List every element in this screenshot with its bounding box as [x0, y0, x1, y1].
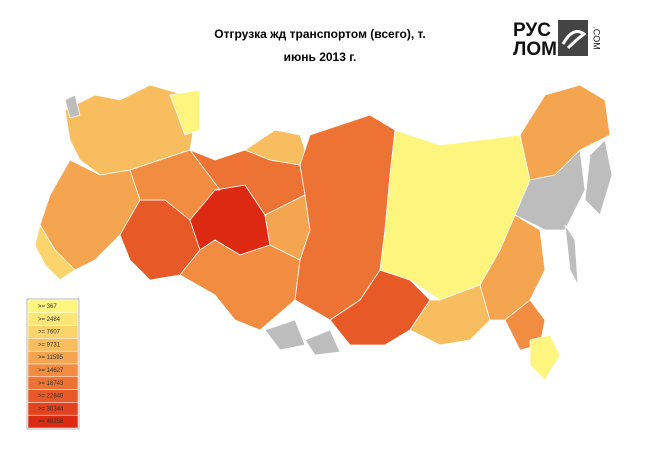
logo-mark — [558, 20, 588, 56]
legend-label: >= 2484 — [38, 317, 61, 323]
legend-label: >= 14627 — [38, 368, 64, 374]
region — [39, 159, 141, 271]
legend-label: >= 48258 — [38, 419, 64, 425]
region — [64, 94, 81, 119]
legend-label: >= 7607 — [38, 330, 61, 336]
regions — [34, 84, 613, 381]
region — [504, 299, 546, 351]
region — [514, 149, 586, 231]
logo-line1: РУС — [513, 20, 551, 41]
legend-label: >= 367 — [38, 304, 57, 310]
legend-swatch — [27, 414, 79, 429]
region — [34, 224, 76, 281]
region — [564, 224, 579, 286]
region — [264, 319, 306, 351]
logo-swoosh — [561, 30, 587, 50]
region — [529, 334, 561, 381]
region — [169, 89, 201, 136]
title: Отгрузка жд транспортом (всего), т. — [214, 27, 425, 41]
legend-frame — [26, 298, 80, 430]
legend-label: >= 11595 — [38, 355, 64, 361]
legend-label: >= 30344 — [38, 406, 64, 412]
region — [584, 139, 613, 216]
logo-line2: ЛОМ — [513, 39, 557, 60]
legend-label: >= 9731 — [38, 342, 61, 348]
subtitle: июнь 2013 г. — [284, 50, 357, 64]
region — [479, 214, 546, 321]
legend-label: >= 22849 — [38, 394, 64, 400]
region — [304, 329, 341, 356]
logo-domain: .COM — [592, 26, 602, 50]
legend: >= 367 >= 2484 >= 7607 >= 9731 >= 11595 >= 14… — [26, 298, 80, 430]
logo: РУС ЛОМ .COM — [513, 20, 602, 60]
legend-label: >= 18743 — [38, 381, 64, 387]
